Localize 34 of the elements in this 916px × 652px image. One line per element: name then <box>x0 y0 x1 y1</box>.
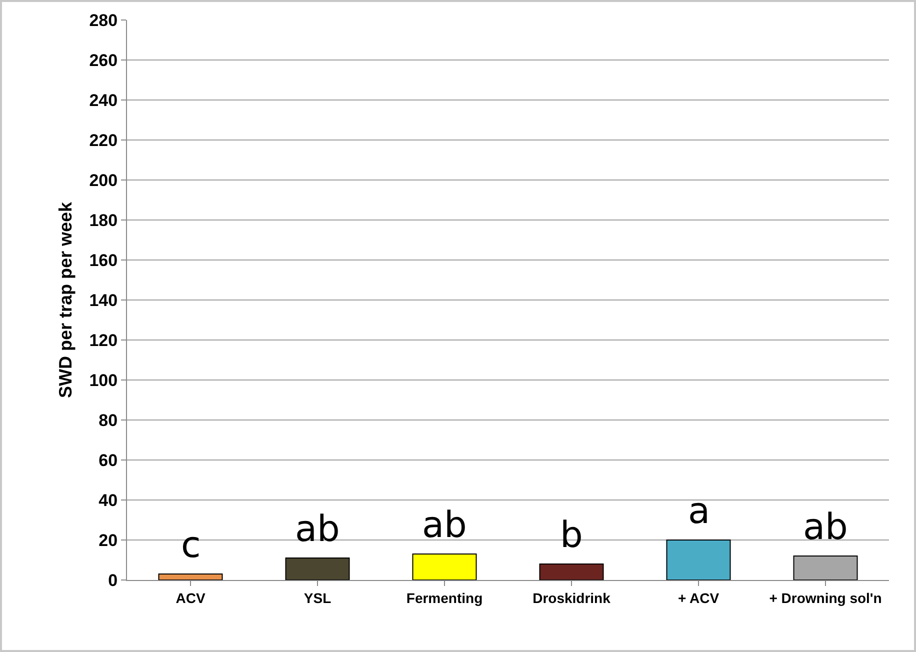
y-tick-label: 120 <box>89 330 118 350</box>
x-tick-label: Droskidrink <box>532 590 611 606</box>
y-tick-label: 60 <box>98 450 118 470</box>
y-tick-label: 180 <box>89 210 118 230</box>
annotation: a <box>688 491 710 532</box>
y-tick-label: 260 <box>89 50 118 70</box>
bar <box>412 554 477 580</box>
y-tick-label: 160 <box>89 250 118 270</box>
y-tick-label: 100 <box>89 370 118 390</box>
x-tick-label: Fermenting <box>406 590 483 606</box>
annotation: ab <box>295 509 340 550</box>
y-tick-label: 40 <box>98 490 118 510</box>
annotation: c <box>181 525 201 566</box>
y-tick-label: 20 <box>98 530 118 550</box>
bar <box>793 556 858 580</box>
x-tick-label: ACV <box>176 590 206 606</box>
x-tick-label: + ACV <box>678 590 720 606</box>
annotation: ab <box>803 507 848 548</box>
x-tick-label: + Drowning sol'n <box>769 590 882 606</box>
annotation: ab <box>422 505 467 546</box>
annotation: b <box>560 515 583 556</box>
y-tick-label: 220 <box>89 130 118 150</box>
bar <box>285 558 350 580</box>
y-tick-label: 80 <box>98 410 118 430</box>
bar <box>158 574 223 580</box>
y-axis-title: SWD per trap per week <box>55 200 76 398</box>
bar <box>539 564 604 580</box>
y-tick-label: 280 <box>89 10 118 30</box>
y-tick-label: 140 <box>89 290 118 310</box>
y-tick-label: 240 <box>89 90 118 110</box>
x-tick-label: YSL <box>304 590 332 606</box>
y-tick-label: 0 <box>108 570 118 590</box>
y-tick-label: 200 <box>89 170 118 190</box>
bar <box>666 540 731 580</box>
